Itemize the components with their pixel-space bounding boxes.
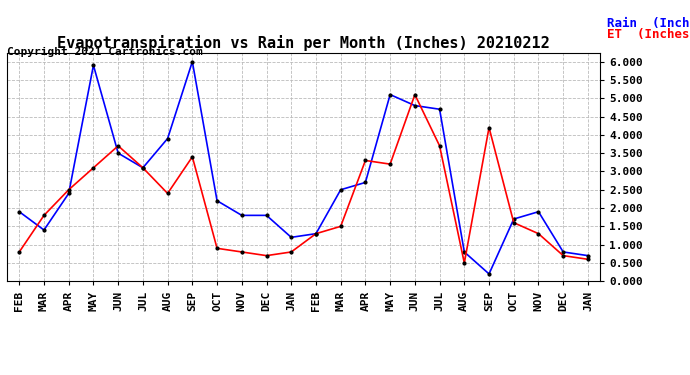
Text: Copyright 2021 Cartronics.com: Copyright 2021 Cartronics.com (7, 47, 203, 57)
Text: ET  (Inches): ET (Inches) (607, 28, 690, 41)
Title: Evapotranspiration vs Rain per Month (Inches) 20210212: Evapotranspiration vs Rain per Month (In… (57, 35, 550, 51)
Text: Rain  (Inches): Rain (Inches) (607, 17, 690, 30)
